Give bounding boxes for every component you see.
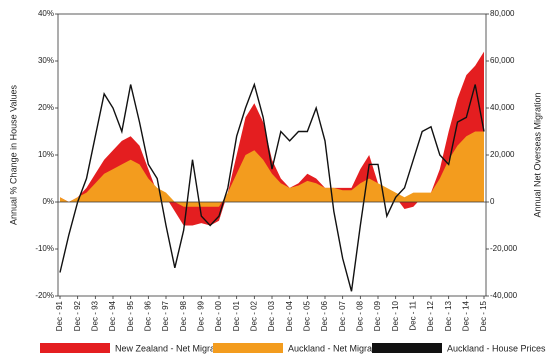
x-tick-label: Dec - 13 — [444, 300, 453, 331]
y2-tick-label: 40,000 — [490, 103, 515, 112]
y2-tick-label: 20,000 — [490, 150, 515, 159]
x-tick-label: Dec - 14 — [461, 300, 470, 331]
x-tick-label: Dec - 96 — [143, 300, 152, 331]
y2-axis-title: Annual Net Overseas Migration — [532, 92, 542, 217]
x-tick-label: Dec - 03 — [267, 300, 276, 331]
x-tick-label: Dec - 10 — [391, 300, 400, 331]
x-tick-label: Dec - 09 — [373, 300, 382, 331]
x-tick-label: Dec - 99 — [196, 300, 205, 331]
y-tick-label: 0% — [42, 197, 54, 206]
x-tick-label: Dec - 01 — [232, 300, 241, 331]
y2-tick-label: -20,000 — [490, 244, 518, 253]
x-tick-label: Dec - 98 — [179, 300, 188, 331]
x-tick-label: Dec - 11 — [408, 300, 417, 330]
x-tick-label: Dec - 00 — [214, 300, 223, 331]
x-tick-label: Dec - 97 — [161, 300, 170, 331]
x-tick-label: Dec - 95 — [126, 300, 135, 331]
x-tick-label: Dec - 93 — [90, 300, 99, 331]
y-tick-label: -20% — [35, 291, 54, 300]
x-tick-label: Dec - 07 — [338, 300, 347, 331]
x-tick-label: Dec - 02 — [249, 300, 258, 331]
x-tick-label: Dec - 94 — [108, 300, 117, 331]
legend-text: Auckland - House Prices — [447, 343, 546, 353]
legend-text: Auckland - Net Migration — [288, 343, 387, 353]
y-tick-label: -10% — [35, 244, 54, 253]
y2-tick-label: 0 — [490, 197, 495, 206]
y2-tick-label: 80,000 — [490, 9, 515, 18]
y2-tick-label: -40,000 — [490, 291, 518, 300]
area — [60, 131, 484, 207]
x-tick-label: Dec - 15 — [479, 300, 488, 331]
y2-tick-label: 60,000 — [490, 56, 515, 65]
y-tick-label: 40% — [38, 9, 54, 18]
line — [59, 82, 485, 292]
legend-swatch — [40, 343, 110, 353]
x-tick-label: Dec - 92 — [73, 300, 82, 331]
y-axis-title: Annual % Change in House Values — [8, 85, 18, 225]
x-tick-label: Dec - 04 — [285, 300, 294, 331]
y-tick-label: 30% — [38, 56, 54, 65]
x-tick-label: Dec - 12 — [426, 300, 435, 331]
legend-swatch — [213, 343, 283, 353]
x-tick-label: Dec - 91 — [55, 300, 64, 331]
x-tick-label: Dec - 06 — [320, 300, 329, 331]
x-tick-label: Dec - 05 — [302, 300, 311, 331]
x-tick-label: Dec - 08 — [355, 300, 364, 331]
y-tick-label: 20% — [38, 103, 54, 112]
legend-text: New Zealand - Net Migration — [115, 343, 230, 353]
y-tick-label: 10% — [38, 150, 54, 159]
legend-swatch — [372, 343, 442, 353]
